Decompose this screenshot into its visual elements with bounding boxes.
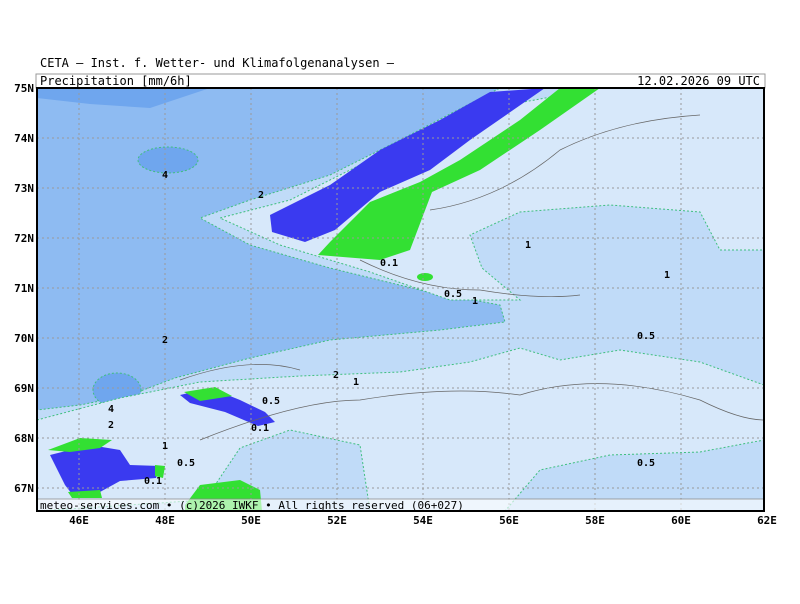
lon-label: 48E [155, 514, 175, 527]
contour-label: 0.1 [251, 423, 269, 434]
lon-label: 46E [69, 514, 89, 527]
contour-label: 4 [108, 404, 114, 415]
lat-label: 75N [14, 82, 34, 95]
grid: 4 2 1 0.1 1 0.5 1 2 0.5 2 1 0.5 4 2 0.1 1 0.5 0.5 0.1 [37, 88, 764, 511]
contour-label: 1 [353, 377, 359, 388]
lat-label: 74N [14, 132, 34, 145]
lon-label: 54E [413, 514, 433, 527]
lon-label: 62E [757, 514, 777, 527]
lat-label: 68N [14, 432, 34, 445]
contour-label: 2 [108, 420, 114, 431]
contour-label: 1 [472, 296, 478, 307]
footer-text: meteo-services.com • (c)2026 IWKF • All … [40, 499, 464, 512]
header-title: CETA — Inst. f. Wetter- und Klimafolgena… [40, 56, 395, 70]
contour-label: 0.1 [380, 258, 398, 269]
lon-label: 52E [327, 514, 347, 527]
map-frame [36, 87, 765, 512]
contour-label: 1 [664, 270, 670, 281]
contour-label: 0.5 [444, 289, 462, 300]
heavy-precip-area [417, 273, 433, 281]
contour-label: 2 [162, 335, 168, 346]
lat-label: 73N [14, 182, 34, 195]
lat-label: 70N [14, 332, 34, 345]
heavy-precip-area [318, 88, 600, 260]
lat-label: 67N [14, 482, 34, 495]
contour-label: 1 [162, 441, 168, 452]
lon-label: 60E [671, 514, 691, 527]
precip-band [37, 88, 210, 108]
heavy-precip-area [270, 88, 545, 242]
precip-band [137, 146, 199, 174]
contour-label: 4 [162, 170, 168, 181]
contour-label: 2 [258, 190, 264, 201]
heavy-precip-area [50, 445, 160, 498]
heavy-precip-area [184, 387, 232, 401]
product-name: Precipitation [mm/6h] [40, 74, 192, 88]
footer-bg [37, 499, 764, 511]
lon-label: 50E [241, 514, 261, 527]
map-area: 4 2 1 0.1 1 0.5 1 2 0.5 2 1 0.5 4 2 0.1 1 0.5 0.5 0.1 mete… [37, 88, 764, 512]
coastline [179, 114, 764, 441]
contour-label: 0.5 [262, 396, 280, 407]
lon-label: 58E [585, 514, 605, 527]
contour-label: 0.5 [637, 331, 655, 342]
lat-label: 71N [14, 282, 34, 295]
contour-label: 2 [333, 370, 339, 381]
lat-label: 72N [14, 232, 34, 245]
contour-label: 0.1 [144, 476, 162, 487]
lon-label: 56E [499, 514, 519, 527]
contour-label: 0.5 [177, 458, 195, 469]
contour-label: 0.5 [637, 458, 655, 469]
contour-label: 1 [525, 240, 531, 251]
valid-time: 12.02.2026 09 UTC [637, 74, 760, 88]
precip-band [37, 347, 764, 511]
lat-label: 69N [14, 382, 34, 395]
